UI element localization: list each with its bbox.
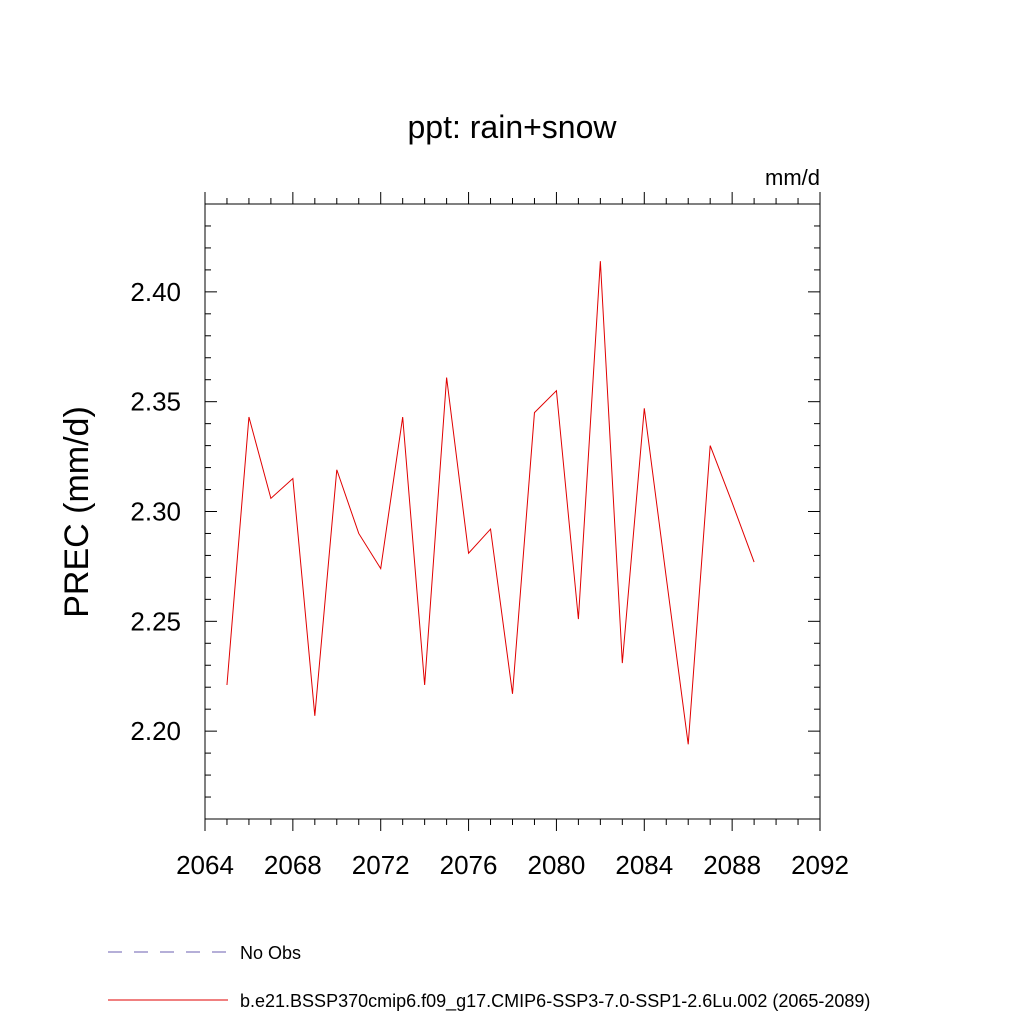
x-tick-label: 2080 <box>528 850 586 880</box>
x-tick-label: 2084 <box>615 850 673 880</box>
chart-title: ppt: rain+snow <box>407 109 617 145</box>
y-tick-label: 2.35 <box>130 387 181 417</box>
y-tick-label: 2.40 <box>130 277 181 307</box>
series-line <box>226 261 755 745</box>
y-axis-label: PREC (mm/d) <box>58 406 96 618</box>
plot-frame <box>204 203 821 820</box>
units-label: mm/d <box>765 165 820 190</box>
y-tick-label: 2.30 <box>130 497 181 527</box>
legend-label: No Obs <box>240 943 301 963</box>
series-group <box>226 261 755 745</box>
axis-ticks <box>204 192 821 831</box>
x-tick-labels: 2064 2068 2072 2076 2080 2084 2088 2092 <box>176 850 849 880</box>
x-tick-label: 2076 <box>440 850 498 880</box>
y-tick-labels: 2.20 2.25 2.30 2.35 2.40 <box>130 277 181 746</box>
x-tick-label: 2088 <box>703 850 761 880</box>
x-tick-label: 2092 <box>791 850 849 880</box>
y-tick-label: 2.25 <box>130 606 181 636</box>
legend: No Obs b.e21.BSSP370cmip6.f09_g17.CMIP6-S… <box>108 943 870 1012</box>
y-tick-label: 2.20 <box>130 716 181 746</box>
x-tick-label: 2064 <box>176 850 234 880</box>
legend-label: b.e21.BSSP370cmip6.f09_g17.CMIP6-SSP3-7.… <box>240 991 870 1012</box>
x-tick-label: 2072 <box>352 850 410 880</box>
x-tick-label: 2068 <box>264 850 322 880</box>
